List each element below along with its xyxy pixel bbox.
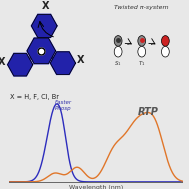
Polygon shape [50,52,75,74]
Ellipse shape [161,46,169,57]
Ellipse shape [161,36,169,46]
Ellipse shape [114,46,122,57]
Ellipse shape [138,46,146,57]
X-axis label: Wavelength (nm): Wavelength (nm) [69,185,124,189]
Text: Faster
Phosp: Faster Phosp [55,100,72,111]
Text: Twisted π-system: Twisted π-system [114,5,169,9]
Text: $T_1$: $T_1$ [138,59,146,68]
Polygon shape [31,14,57,37]
Ellipse shape [114,36,122,46]
Text: X: X [0,57,6,67]
Text: $S_1$: $S_1$ [114,59,122,68]
Text: X: X [76,55,84,65]
Polygon shape [8,53,33,76]
Text: X: X [41,2,49,12]
Text: RTP: RTP [138,107,159,117]
Polygon shape [27,38,56,64]
Text: X = H, F, Cl, Br: X = H, F, Cl, Br [10,94,59,100]
Ellipse shape [138,36,146,46]
